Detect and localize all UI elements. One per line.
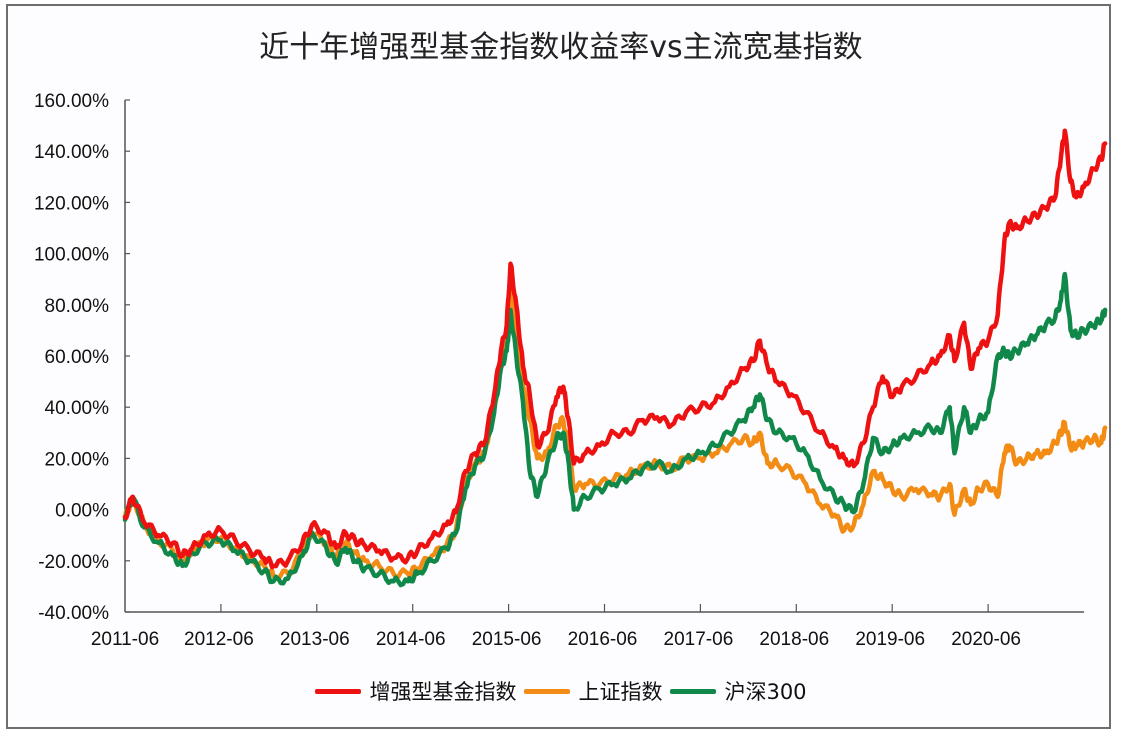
legend-item-enhanced-fund: 增强型基金指数 [315,676,516,706]
x-tick-label: 2014-06 [376,629,446,650]
legend-item-sse-index: 上证指数 [524,676,662,706]
y-tick-label: 60.00% [45,347,110,368]
x-tick-label: 2016-06 [568,629,638,650]
y-tick-label: 80.00% [45,296,110,317]
y-tick-label: -20.00% [38,552,109,573]
x-tick-label: 2015-06 [472,629,542,650]
y-tick-label: 40.00% [45,398,110,419]
x-tick-label: 2011-06 [91,629,159,650]
chart-series [122,128,1108,588]
x-tick-label: 2019-06 [855,629,925,650]
y-tick-label: 160.00% [34,91,109,112]
y-tick-label: 140.00% [34,142,109,163]
y-tick-label: 0.00% [55,501,109,522]
y-tick-label: -40.00% [38,603,109,624]
chart-axes: 160.00% 140.00% 120.00% 100.00% 80.00% 60.00%… [34,91,1084,650]
legend-swatch-green-icon [670,688,717,694]
legend-label: 沪深300 [724,680,807,704]
y-tick-label: 100.00% [34,245,109,266]
x-tick-label: 2017-06 [664,629,734,650]
x-tick-label: 2013-06 [280,629,350,650]
legend-item-csi300: 沪深300 [670,676,807,706]
legend-label: 上证指数 [578,680,663,704]
legend-label: 增强型基金指数 [369,680,517,704]
chart-title: 近十年增强型基金指数收益率vs主流宽基指数 [259,30,863,65]
x-tick-label: 2012-06 [184,629,254,650]
y-tick-label: 120.00% [34,193,109,214]
legend-swatch-red-icon [315,688,362,694]
y-tick-label: 20.00% [45,449,110,470]
series-line-enhanced-fund [122,128,1108,570]
legend-swatch-orange-icon [524,688,571,694]
x-tick-label: 2018-06 [759,629,829,650]
chart-legend: 增强型基金指数 上证指数 沪深300 [0,676,1122,706]
series-line-csi300 [122,271,1108,588]
x-tick-label: 2020-06 [951,629,1021,650]
